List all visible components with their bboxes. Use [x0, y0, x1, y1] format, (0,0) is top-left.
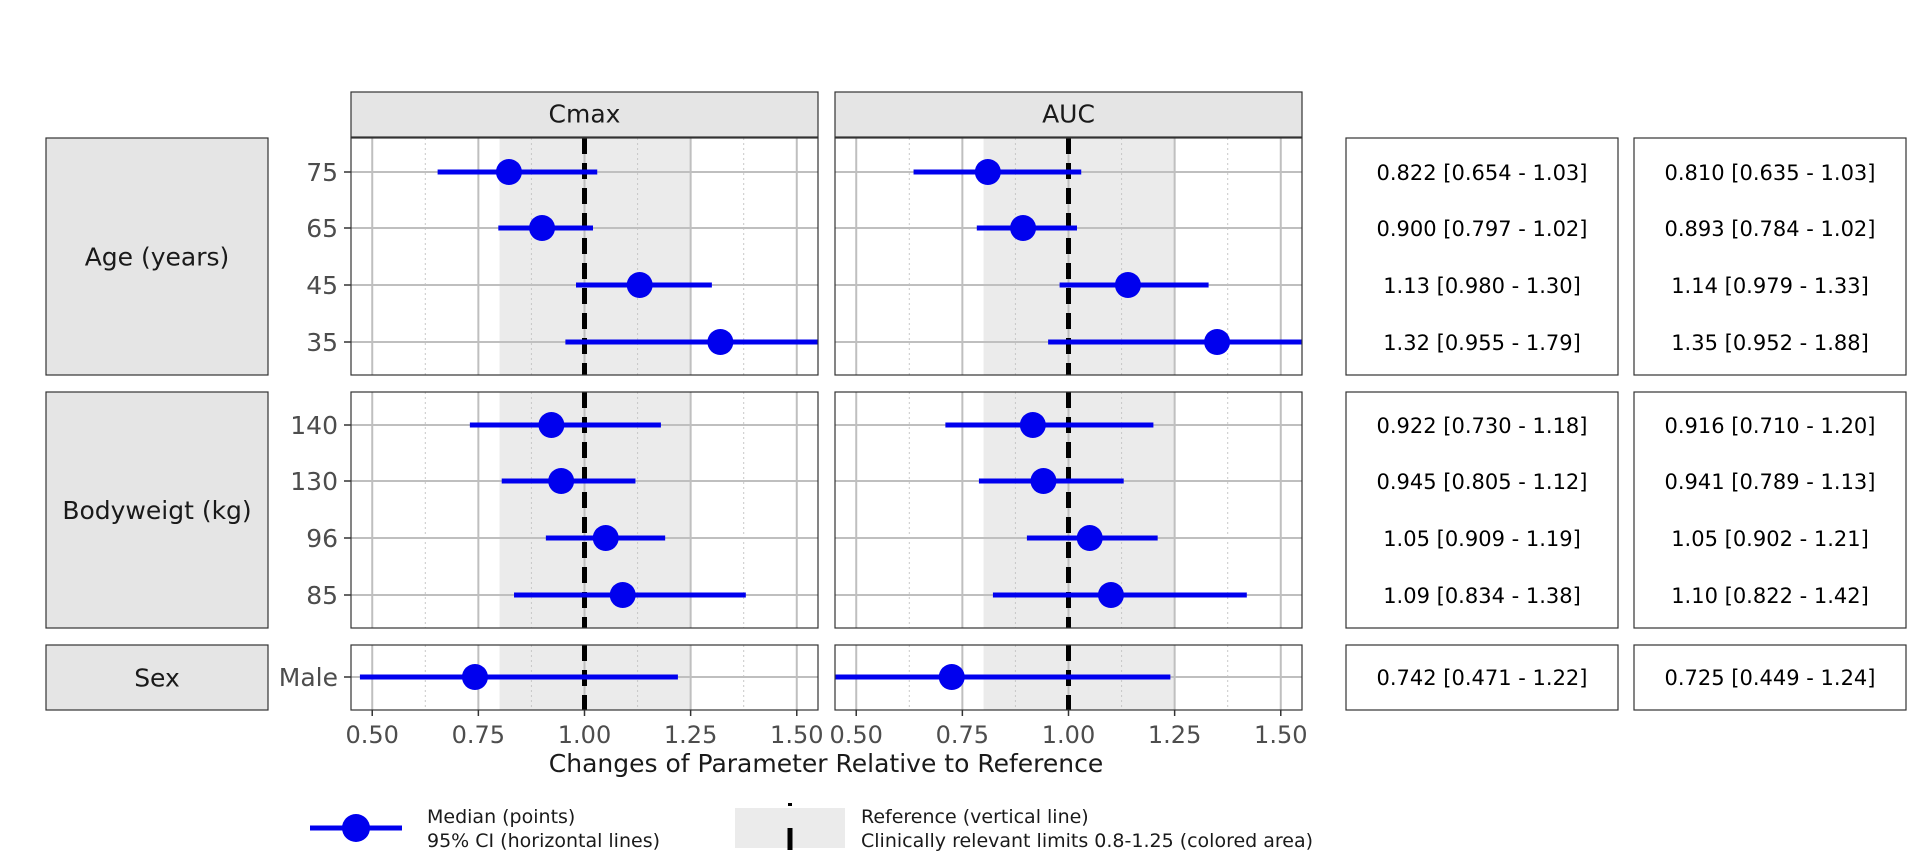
median-point [538, 412, 565, 438]
x-tick-label: 0.50 [346, 721, 399, 749]
y-tick-label: 35 [306, 328, 338, 357]
group-strip-label: Age (years) [85, 243, 230, 272]
y-tick-label: 75 [306, 158, 338, 187]
facet-strip-label: AUC [1042, 100, 1095, 129]
value-table-cell-box [1345, 137, 1619, 376]
panel-frame [834, 137, 1303, 376]
group-strip [45, 644, 269, 711]
value-text-auc: 1.05 [0.902 - 1.21] [1671, 527, 1869, 551]
value-table-cell-box [1633, 391, 1907, 629]
x-axis-title: Changes of Parameter Relative to Referen… [549, 749, 1103, 778]
value-text-auc: 1.14 [0.979 - 1.33] [1671, 274, 1869, 298]
value-text-auc: 1.35 [0.952 - 1.88] [1671, 331, 1869, 355]
value-text-cmax: 0.822 [0.654 - 1.03] [1377, 161, 1588, 185]
value-text-auc: 0.725 [0.449 - 1.24] [1665, 666, 1876, 690]
value-text-auc: 0.916 [0.710 - 1.20] [1665, 414, 1876, 438]
panel-frame [350, 391, 819, 629]
panel-frame [350, 137, 819, 376]
median-point [609, 582, 636, 608]
median-point [495, 159, 522, 185]
group-strip [45, 391, 269, 629]
legend: Median (points)95% CI (horizontal lines)… [310, 803, 1313, 852]
median-point [548, 468, 575, 494]
x-tick-label: 1.00 [558, 721, 611, 749]
x-axis-layer: 0.50 0.75 1.00 1.25 1.50 0.50 0.75 1.00 1.25 1.50… [346, 710, 1307, 778]
x-tick-label: 1.50 [770, 721, 823, 749]
value-text-auc: 1.10 [0.822 - 1.42] [1671, 584, 1869, 608]
value-text-cmax: 0.900 [0.797 - 1.02] [1377, 217, 1588, 241]
median-point [461, 664, 488, 690]
value-text-cmax: 1.09 [0.834 - 1.38] [1383, 584, 1581, 608]
x-tick-label: 1.25 [664, 721, 717, 749]
y-tick-label: 140 [290, 411, 338, 440]
median-point [1076, 525, 1103, 551]
legend-point-text-2: 95% CI (horizontal lines) [427, 830, 660, 852]
value-table-cell-box [1633, 644, 1907, 711]
value-text-auc: 0.893 [0.784 - 1.02] [1665, 217, 1876, 241]
group-strip [45, 137, 269, 376]
facet-strip-cmax [350, 91, 819, 138]
value-text-auc: 0.941 [0.789 - 1.13] [1665, 470, 1876, 494]
legend-median-point-key [342, 814, 370, 842]
x-tick-label: 0.50 [830, 721, 883, 749]
y-tick-label: 130 [290, 467, 338, 496]
value-text-cmax: 0.945 [0.805 - 1.12] [1377, 470, 1588, 494]
y-tick-label: 85 [306, 581, 338, 610]
value-text-cmax: 1.05 [0.909 - 1.19] [1383, 527, 1581, 551]
value-text-auc: 0.810 [0.635 - 1.03] [1665, 161, 1876, 185]
facet-strip-label: Cmax [549, 100, 621, 129]
median-point [1019, 412, 1046, 438]
x-tick-label: 0.75 [452, 721, 505, 749]
median-point [529, 215, 556, 241]
median-point [938, 664, 965, 690]
group-strips-layer: Age (years) Bodyweigt (kg) Sex [45, 137, 269, 711]
median-point [1030, 468, 1057, 494]
x-tick-label: 1.25 [1148, 721, 1201, 749]
median-point [1114, 272, 1141, 298]
median-point [1097, 582, 1124, 608]
value-tables-layer: 0.822 [0.654 - 1.03] 0.900 [0.797 - 1.02]… [1345, 137, 1907, 711]
median-point [592, 525, 619, 551]
data-marks-layer [359, 159, 1302, 690]
y-tick-labels-layer: 75 65 45 35 140 130 96 85 Male [279, 158, 351, 692]
value-table-cell-box [1345, 644, 1619, 711]
value-table-cell-box [1345, 391, 1619, 629]
y-tick-label: 45 [306, 271, 338, 300]
clinical-limits-band [499, 138, 691, 375]
clinical-limits-band [983, 138, 1175, 375]
facet-strips-layer: Cmax AUC [350, 91, 1303, 138]
y-tick-label: Male [279, 663, 338, 692]
value-table-cell-box [1633, 137, 1907, 376]
group-strip-label: Sex [134, 664, 180, 693]
median-point [707, 329, 734, 355]
y-tick-label: 96 [306, 524, 338, 553]
value-text-cmax: 0.742 [0.471 - 1.22] [1377, 666, 1588, 690]
group-strip-label: Bodyweigt (kg) [62, 496, 251, 525]
median-point [1204, 329, 1231, 355]
value-text-cmax: 1.13 [0.980 - 1.30] [1383, 274, 1581, 298]
legend-point-text-1: Median (points) [427, 806, 575, 828]
median-point [974, 159, 1001, 185]
legend-ref-text-2: Clinically relevant limits 0.8-1.25 (col… [861, 830, 1313, 852]
legend-ref-text-1: Reference (vertical line) [861, 806, 1089, 828]
y-tick-label: 65 [306, 214, 338, 243]
x-tick-label: 1.00 [1042, 721, 1095, 749]
facet-strip-auc [834, 91, 1303, 138]
median-point [1010, 215, 1037, 241]
value-text-cmax: 0.922 [0.730 - 1.18] [1377, 414, 1588, 438]
panel-frame [834, 391, 1303, 629]
x-tick-label: 1.50 [1254, 721, 1307, 749]
x-tick-label: 0.75 [936, 721, 989, 749]
value-text-cmax: 1.32 [0.955 - 1.79] [1383, 331, 1581, 355]
median-point [626, 272, 653, 298]
